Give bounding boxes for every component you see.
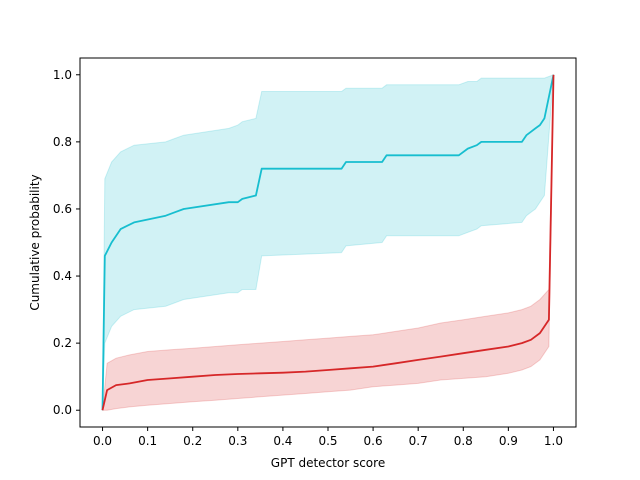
y-tick-label: 0.8 xyxy=(53,135,72,149)
x-tick-label: 0.0 xyxy=(93,434,112,448)
y-tick-label: 1.0 xyxy=(53,68,72,82)
x-tick-label: 0.3 xyxy=(228,434,247,448)
y-tick-label: 0.6 xyxy=(53,202,72,216)
x-tick-label: 0.1 xyxy=(138,434,157,448)
x-tick-label: 0.5 xyxy=(318,434,337,448)
x-axis-ticks: 0.0 0.1 0.2 0.3 0.4 0.5 0.6 0.7 0.8 0.9 1.0 xyxy=(93,427,563,448)
x-tick-label: 0.7 xyxy=(409,434,428,448)
x-tick-label: 0.6 xyxy=(364,434,383,448)
y-tick-label: 0.0 xyxy=(53,403,72,417)
x-tick-label: 0.9 xyxy=(499,434,518,448)
y-tick-label: 0.4 xyxy=(53,269,72,283)
x-tick-label: 0.4 xyxy=(273,434,292,448)
x-tick-label: 1.0 xyxy=(544,434,563,448)
series-2-line xyxy=(101,74,555,411)
series-lines xyxy=(101,74,555,411)
x-tick-label: 0.8 xyxy=(454,434,473,448)
y-axis-label: Cumulative probability xyxy=(28,174,42,310)
x-axis-label: GPT detector score xyxy=(271,456,385,470)
series-1-line xyxy=(101,74,555,411)
x-tick-label: 0.2 xyxy=(183,434,202,448)
y-axis-ticks: 0.0 0.2 0.4 0.6 0.8 1.0 xyxy=(53,68,80,417)
y-tick-label: 0.2 xyxy=(53,336,72,350)
